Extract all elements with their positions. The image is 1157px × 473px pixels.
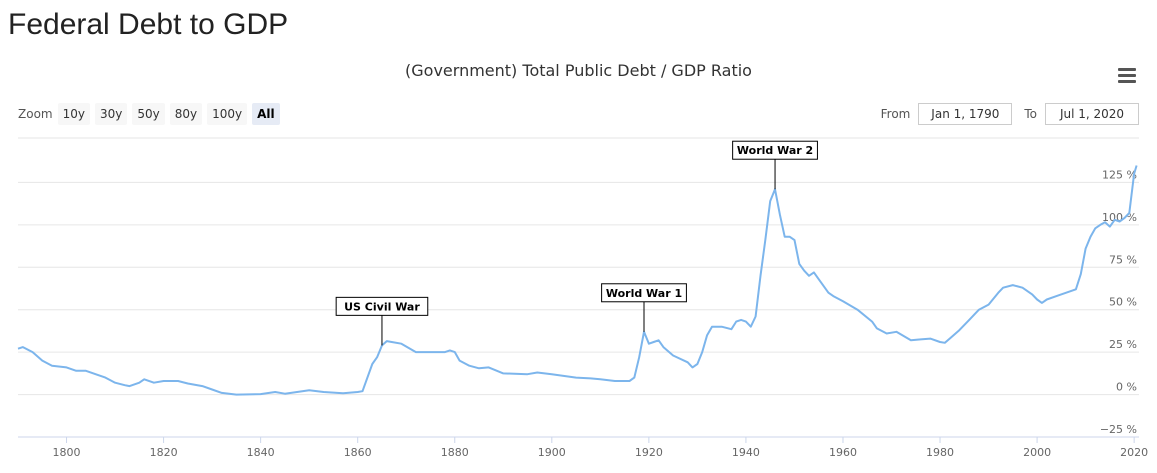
series-line <box>17 165 1138 396</box>
zoom-selector: Zoom 10y 30y 50y 80y 100y All <box>18 103 285 125</box>
annotation-flags: US Civil War World War 1 World War 2 <box>335 140 818 346</box>
zoom-50y-button[interactable]: 50y <box>132 103 165 125</box>
x-tick-label: 1880 <box>441 446 469 459</box>
x-tick-label: 2020 <box>1120 446 1148 459</box>
series-layer <box>17 165 1138 396</box>
flag-box <box>732 140 818 160</box>
y-tick-label: −25 % <box>1100 423 1137 436</box>
y-axis-ticks: −25 %0 %25 %50 %75 %100 %125 % <box>1100 168 1137 436</box>
zoom-100y-button[interactable]: 100y <box>207 103 248 125</box>
to-date-input[interactable]: Jul 1, 2020 <box>1045 103 1139 125</box>
x-tick-label: 1920 <box>635 446 663 459</box>
flag-label: World War 2 <box>737 144 813 157</box>
chart-title: (Government) Total Public Debt / GDP Rat… <box>405 61 752 80</box>
gridlines <box>18 137 1139 438</box>
from-date-input[interactable]: Jan 1, 1790 <box>918 103 1013 125</box>
x-tick-label: 1960 <box>829 446 857 459</box>
from-label: From <box>880 107 911 121</box>
y-tick-label: 25 % <box>1109 338 1137 351</box>
x-tick-label: 1820 <box>150 446 178 459</box>
x-tick-label: 2000 <box>1023 446 1051 459</box>
flag-label: World War 1 <box>606 287 682 300</box>
flag-box <box>335 296 429 316</box>
x-tick-label: 1860 <box>344 446 372 459</box>
chart-menu-icon[interactable] <box>1118 68 1136 84</box>
x-tick-label: 1840 <box>247 446 275 459</box>
flag-box <box>601 283 687 303</box>
date-range: From Jan 1, 1790 To Jul 1, 2020 <box>881 103 1139 125</box>
zoom-30y-button[interactable]: 30y <box>94 103 128 125</box>
x-tick-label: 1900 <box>538 446 566 459</box>
x-tick-label: 1940 <box>732 446 760 459</box>
menu-bar-icon <box>1118 74 1136 77</box>
page-title: Federal Debt to GDP <box>8 8 289 41</box>
zoom-10y-button[interactable]: 10y <box>57 103 90 125</box>
zoom-80y-button[interactable]: 80y <box>169 103 203 125</box>
y-tick-label: 125 % <box>1102 168 1137 181</box>
to-label: To <box>1024 107 1037 121</box>
menu-bar-icon <box>1118 68 1136 71</box>
flag-label: US Civil War <box>344 300 420 313</box>
x-tick-label: 1980 <box>926 446 954 459</box>
menu-bar-icon <box>1118 80 1136 83</box>
x-axis: 1800 1820 1840 1860 1880 1900 1920 1940 1960 1980… <box>18 436 1148 459</box>
y-tick-label: 75 % <box>1109 253 1137 266</box>
y-tick-label: 50 % <box>1109 296 1137 309</box>
x-tick-label: 1800 <box>53 446 81 459</box>
zoom-label: Zoom <box>18 107 53 121</box>
y-tick-label: 0 % <box>1116 381 1137 394</box>
zoom-all-button[interactable]: All <box>252 103 280 125</box>
